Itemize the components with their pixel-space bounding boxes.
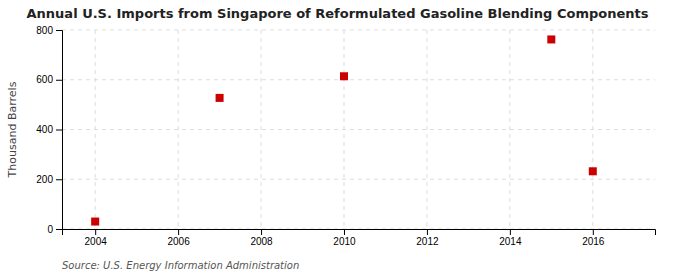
x-tick-label: 2006 [167,236,190,247]
x-grid-line [343,30,344,229]
title: Annual U.S. Imports from Singapore of Re… [27,6,649,21]
x-tick-label: 2010 [333,236,356,247]
x-tick-mark [261,229,262,235]
x-axis: 2004 2006 2008 2010 2012 2014 2016 [63,229,656,247]
x-axis-line [63,230,656,236]
point [340,72,348,80]
plot-area: 2004 2006 2008 2010 2012 2014 2016 0 200 400 600 80… [36,25,655,247]
y-tick-label: 800 [36,25,53,36]
y-tick: 600 [36,74,62,85]
chart: 2004 2006 2008 2010 2012 2014 2016 0 200 400 600 80… [0,0,675,275]
x-tick: 2010 [333,229,356,247]
y-grid-line [62,179,655,180]
y-tick-mark [56,179,62,180]
x-tick: 2004 [85,229,108,247]
x-tick-label: 2014 [499,236,522,247]
x-tick-mark [95,229,96,235]
y-tick-mark [56,80,62,81]
x-grid-line [592,30,593,229]
x-tick: 2006 [167,229,190,247]
y-grid-line [62,30,655,31]
x-grid-line [426,30,427,229]
x-tick-mark [178,229,179,235]
x-tick-label: 2016 [582,236,605,247]
x-tick-label: 2008 [250,236,273,247]
point [589,167,597,175]
point [91,218,99,226]
x-grid-line [95,30,96,229]
y-tick: 800 [36,25,62,36]
y-tick-label: 200 [36,174,53,185]
y-axis-title: Thousand Barrels [6,81,19,178]
x-tick-mark [593,229,594,235]
x-tick-mark [427,229,428,235]
y-tick: 400 [36,124,62,135]
x-tick-mark [344,229,345,235]
x-grid-line [261,30,262,229]
y-axis-line [56,31,63,230]
y-tick-mark [56,30,62,31]
y-tick-label: 400 [36,124,53,135]
y-tick-label: 0 [47,224,53,235]
x-tick: 2014 [499,229,522,247]
point [547,35,555,43]
points [91,35,597,225]
x-tick: 2016 [582,229,605,247]
y-tick: 0 [47,224,62,235]
y-grid-line [62,129,655,130]
x-tick-label: 2012 [416,236,439,247]
y-tick-mark [56,130,62,131]
y-grid-line [62,79,655,80]
grid [62,30,655,229]
x-tick: 2008 [250,229,273,247]
y-tick-mark [56,229,62,230]
source-note: Source: U.S. Energy Information Administ… [62,260,299,271]
x-grid-line [178,30,179,229]
x-tick-label: 2004 [85,236,108,247]
y-axis: 0 200 400 600 800 [36,25,62,235]
x-tick-mark [510,229,511,235]
y-tick: 200 [36,174,62,185]
point [216,94,224,102]
y-tick-label: 600 [36,74,53,85]
x-tick: 2012 [416,229,439,247]
x-grid-line [509,30,510,229]
